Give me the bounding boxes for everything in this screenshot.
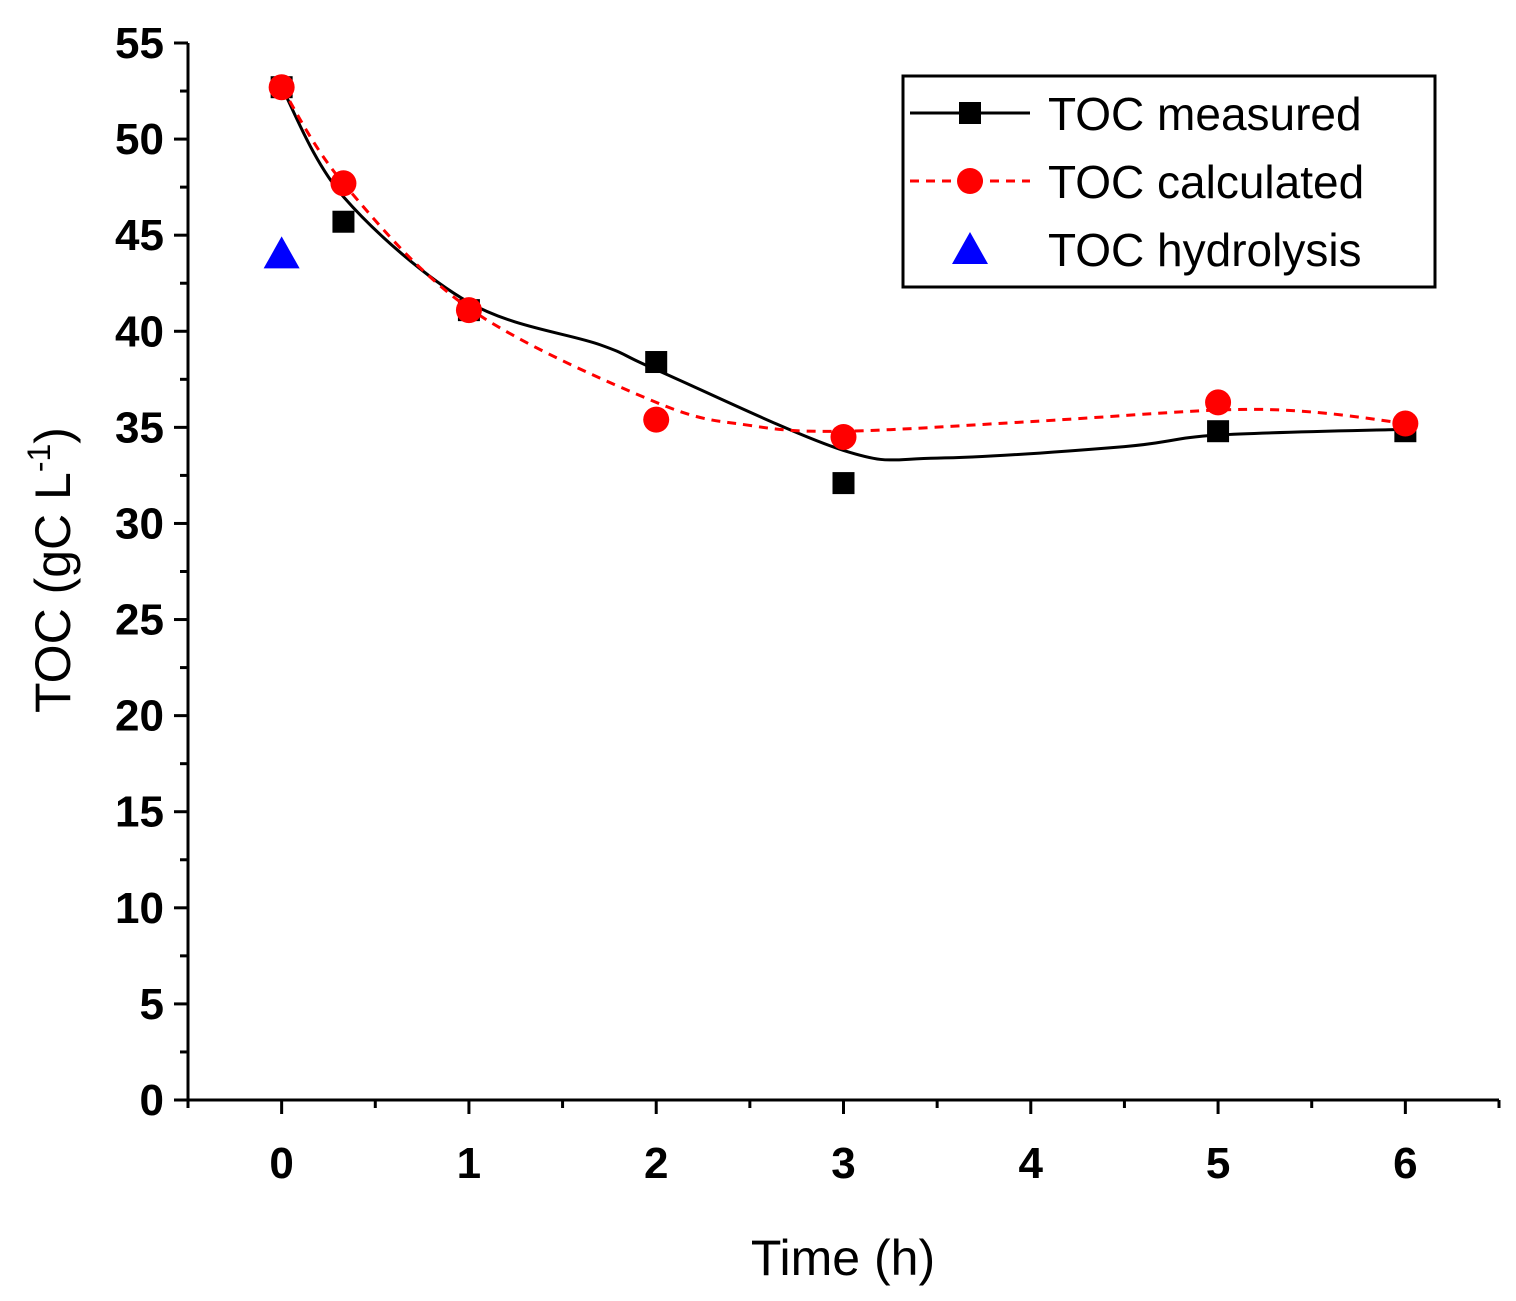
data-point-circle [1392,410,1419,437]
y-tick-label: 5 [140,980,164,1029]
data-point-circle [830,423,857,450]
data-point-triangle [263,236,300,269]
x-tick-label: 3 [831,1139,855,1188]
legend-marker-measured [959,102,981,124]
data-point-square [645,351,668,374]
data-point-circle [643,406,670,433]
legend-marker-calculated [957,168,983,194]
series-toc-calculated [268,74,1419,450]
x-tick-label: 1 [457,1139,481,1188]
data-point-circle [268,74,295,101]
y-tick-label: 10 [115,884,164,933]
y-tick-label: 40 [115,307,164,356]
plot-area [263,74,1419,495]
x-tick-label: 5 [1206,1139,1230,1188]
data-point-square [332,210,355,233]
y-tick-label: 45 [115,211,164,260]
legend: TOC measured TOC calculated TOC hydrolys… [901,74,1437,289]
y-axis-title-close: ) [25,427,81,444]
x-tick-label: 4 [1019,1139,1044,1188]
legend-label-measured: TOC measured [1048,88,1362,140]
data-point-square [1207,420,1230,443]
y-tick-label: 25 [115,596,164,645]
y-tick-label: 30 [115,499,164,548]
legend-label-calculated: TOC calculated [1048,156,1364,208]
legend-marker-hydrolysis [952,232,988,264]
y-tick-label: 50 [115,115,164,164]
y-axis-title: TOC (gC L-1) [21,427,81,713]
y-tick-label: 15 [115,788,164,837]
series-toc-hydrolysis [263,236,300,269]
y-tick-label: 20 [115,692,164,741]
data-point-circle [330,170,357,197]
y-tick-label: 0 [140,1076,164,1125]
y-tick-label: 55 [115,19,164,68]
data-point-circle [1205,389,1232,416]
series-line [280,86,1406,462]
y-axis-title-sup: -1 [21,444,57,472]
data-point-square [832,472,855,495]
y-axis-title-main: TOC (gC L [25,472,81,713]
y-tick-label: 35 [115,403,164,452]
legend-label-hydrolysis: TOC hydrolysis [1048,224,1362,276]
data-point-circle [455,297,482,324]
x-tick-label: 2 [644,1139,668,1188]
series-line [280,86,1406,433]
x-axis-title: Time (h) [751,1230,935,1286]
x-tick-label: 0 [269,1139,293,1188]
x-tick-label: 6 [1393,1139,1417,1188]
